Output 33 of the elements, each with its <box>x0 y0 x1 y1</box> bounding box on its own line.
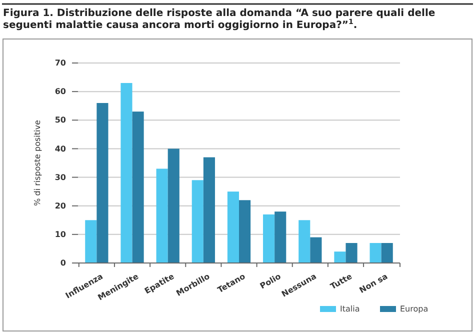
bar <box>132 112 144 263</box>
bar <box>168 148 180 263</box>
legend-label: Italia <box>340 304 360 314</box>
y-tick-label: 40 <box>54 144 66 154</box>
y-tick-label: 60 <box>54 87 66 96</box>
bar <box>310 237 322 263</box>
bar <box>298 220 310 263</box>
bar <box>192 180 204 263</box>
bar <box>96 103 108 263</box>
y-tick-label: 50 <box>54 116 66 125</box>
bar <box>156 168 168 263</box>
bar <box>370 243 382 263</box>
x-tick-label: Tutte <box>328 272 354 292</box>
y-tick-label: 0 <box>60 258 66 268</box>
y-axis-title: % di risposte positive <box>33 120 42 206</box>
x-tick-label: Polio <box>258 272 283 291</box>
bar <box>263 214 275 263</box>
bar <box>85 220 97 263</box>
chart-title: Figura 1. Distribuzione delle risposte alla domanda “A suo parere quali delle seguenti malattie causa ancora morti oggigiorno in Europa?”$^{1}$. <box>3 8 436 31</box>
bar <box>227 192 239 263</box>
bar <box>334 252 346 263</box>
bar <box>203 157 215 263</box>
bar <box>120 83 132 263</box>
y-tick-label: 70 <box>54 58 66 68</box>
bar <box>274 212 286 263</box>
x-tick-label: Non sa <box>358 272 390 296</box>
y-tick-label: 20 <box>54 201 66 210</box>
y-tick-label: 30 <box>54 172 66 182</box>
bar <box>346 243 358 263</box>
bar <box>381 243 393 263</box>
bar <box>239 200 251 263</box>
legend-label: Europa <box>400 304 428 314</box>
y-tick-label: 10 <box>54 230 66 239</box>
